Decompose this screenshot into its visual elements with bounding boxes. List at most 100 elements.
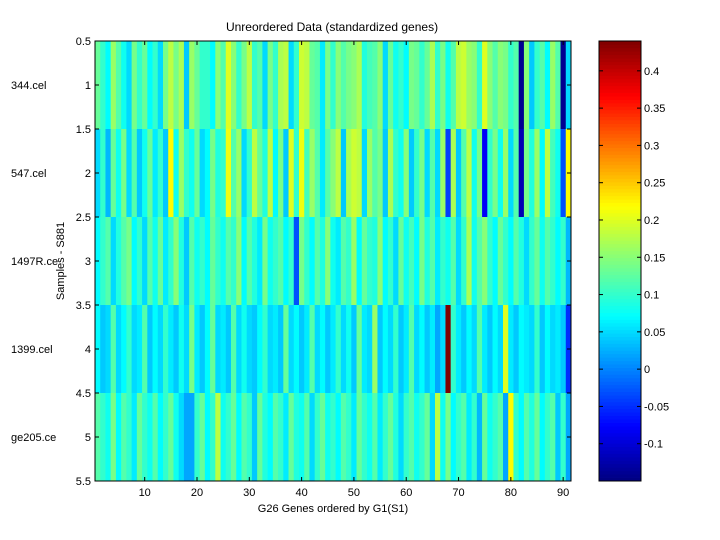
- heatmap-cell: [241, 129, 248, 217]
- heatmap-cell: [178, 41, 185, 129]
- heatmap-cell: [183, 393, 190, 481]
- heatmap-cell: [466, 393, 473, 481]
- heatmap-cell: [382, 305, 389, 393]
- colorbar-band: [599, 450, 641, 454]
- heatmap-cell: [325, 217, 331, 305]
- heatmap-cell: [272, 129, 279, 217]
- heatmap-cell: [246, 217, 253, 305]
- colorbar-band: [599, 102, 641, 107]
- heatmap-cell: [403, 129, 410, 217]
- heatmap-cell: [168, 217, 174, 305]
- colorbar-band: [599, 415, 641, 420]
- heatmap-cell: [429, 217, 436, 305]
- colorbar-band: [599, 316, 641, 320]
- heatmap-cell: [361, 393, 368, 481]
- colorbar-band: [599, 78, 641, 83]
- colorbar-band: [599, 384, 641, 389]
- heatmap-cell: [220, 41, 227, 129]
- heatmap-cell: [330, 305, 337, 393]
- colorbar-band: [599, 75, 641, 80]
- heatmap-cell: [236, 41, 242, 129]
- heatmap-cell: [513, 41, 520, 129]
- heatmap-cell: [278, 305, 284, 393]
- heatmap-cell: [246, 129, 253, 217]
- heatmap-cell: [367, 129, 373, 217]
- heatmap-cell: [299, 129, 305, 217]
- heatmap-cell: [492, 41, 499, 129]
- heatmap-cell: [105, 393, 112, 481]
- colorbar-band: [599, 181, 641, 186]
- heatmap-cell: [351, 129, 357, 217]
- heatmap-cell: [513, 129, 520, 217]
- colorbar-band: [599, 395, 641, 399]
- heatmap-cell: [204, 129, 211, 217]
- heatmap-cell: [231, 41, 237, 129]
- x-tick-label: 60: [400, 487, 412, 499]
- heatmap-cell: [492, 129, 499, 217]
- heatmap-cell: [110, 217, 117, 305]
- colorbar-band: [599, 360, 641, 365]
- heatmap-cell: [299, 41, 305, 129]
- heatmap-cell: [236, 305, 242, 393]
- heatmap-cell: [440, 393, 446, 481]
- heatmap-cell: [435, 129, 441, 217]
- heatmap-cell: [346, 305, 352, 393]
- heatmap-cell: [340, 217, 347, 305]
- heatmap-cell: [304, 305, 310, 393]
- heatmap-cell: [267, 129, 274, 217]
- heatmap-cell: [419, 41, 425, 129]
- heatmap-cell: [419, 393, 425, 481]
- heatmap-cell: [497, 393, 504, 481]
- heatmap-cell: [372, 41, 378, 129]
- colorbar-band: [599, 305, 641, 310]
- x-tick-label: 90: [557, 487, 569, 499]
- heatmap-cell: [157, 393, 164, 481]
- colorbar: -0.1 -0.05 0 0.05 0.1 0.15 0.2 0.25 0.3 0.35 0.4: [598, 40, 669, 482]
- colorbar-band: [599, 285, 641, 289]
- y-tick-label: 5: [85, 432, 91, 444]
- heatmap-cell: [126, 393, 133, 481]
- heatmap-cell: [534, 217, 541, 305]
- heatmap-cell: [288, 393, 295, 481]
- y-tick-label: 3.5: [76, 300, 91, 312]
- heatmap-cell: [100, 217, 106, 305]
- colorbar-band: [599, 188, 641, 193]
- heatmap-cell: [251, 41, 258, 129]
- colorbar-band: [599, 137, 641, 142]
- heatmap-cell: [450, 41, 457, 129]
- heatmap-cell: [100, 305, 106, 393]
- heatmap-cell: [471, 305, 478, 393]
- heatmap-cell: [319, 217, 326, 305]
- heatmap-cell: [424, 305, 431, 393]
- heatmap-cell: [314, 129, 321, 217]
- colorbar-band: [599, 463, 641, 468]
- colorbar-band: [599, 408, 641, 413]
- colorbar-frame: [598, 40, 642, 482]
- heatmap-cell: [346, 129, 352, 217]
- heatmap-cell: [262, 393, 269, 481]
- colorbar-band: [599, 377, 641, 382]
- heatmap-cell: [429, 41, 436, 129]
- colorbar-band: [599, 202, 641, 207]
- colorbar-band: [599, 71, 641, 76]
- heatmap-cell: [189, 129, 195, 217]
- heatmap-cell: [236, 393, 242, 481]
- heatmap-cell: [220, 129, 227, 217]
- heatmap-cell: [471, 41, 478, 129]
- heatmap-cell: [231, 305, 237, 393]
- colorbar-band: [599, 212, 641, 217]
- heatmap-cell: [393, 217, 399, 305]
- colorbar-band: [599, 175, 641, 179]
- colorbar-band: [599, 460, 641, 465]
- colorbar-band: [599, 123, 641, 128]
- y-tick-label: 1.5: [76, 124, 91, 136]
- heatmap-cell: [414, 41, 420, 129]
- heatmap-cell: [121, 129, 127, 217]
- heatmap-cell: [304, 393, 310, 481]
- heatmap-cell: [539, 305, 546, 393]
- heatmap-cell: [351, 41, 357, 129]
- heatmap-cell: [387, 393, 394, 481]
- colorbar-band: [599, 254, 641, 258]
- heatmap-cell: [403, 217, 410, 305]
- heatmap-cell: [147, 217, 153, 305]
